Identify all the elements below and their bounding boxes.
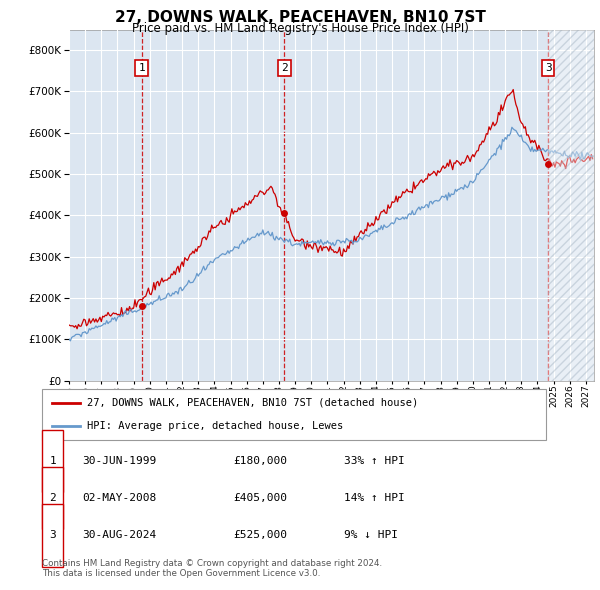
Text: 9% ↓ HPI: 9% ↓ HPI	[344, 530, 398, 540]
Text: £405,000: £405,000	[233, 493, 287, 503]
Text: 3: 3	[545, 63, 551, 73]
Text: £180,000: £180,000	[233, 456, 287, 466]
Text: Price paid vs. HM Land Registry's House Price Index (HPI): Price paid vs. HM Land Registry's House …	[131, 22, 469, 35]
Text: 1: 1	[138, 63, 145, 73]
Text: Contains HM Land Registry data © Crown copyright and database right 2024.
This d: Contains HM Land Registry data © Crown c…	[42, 559, 382, 578]
FancyBboxPatch shape	[42, 430, 63, 492]
Text: 2: 2	[49, 493, 56, 503]
Text: 2: 2	[281, 63, 288, 73]
Text: 14% ↑ HPI: 14% ↑ HPI	[344, 493, 405, 503]
FancyBboxPatch shape	[42, 389, 546, 440]
Text: 1: 1	[49, 456, 56, 466]
FancyBboxPatch shape	[42, 504, 63, 566]
Text: £525,000: £525,000	[233, 530, 287, 540]
Text: 3: 3	[49, 530, 56, 540]
Text: 02-MAY-2008: 02-MAY-2008	[82, 493, 157, 503]
Bar	[548, 30, 594, 381]
Text: 27, DOWNS WALK, PEACEHAVEN, BN10 7ST (detached house): 27, DOWNS WALK, PEACEHAVEN, BN10 7ST (de…	[88, 398, 419, 408]
Text: 27, DOWNS WALK, PEACEHAVEN, BN10 7ST: 27, DOWNS WALK, PEACEHAVEN, BN10 7ST	[115, 10, 485, 25]
FancyBboxPatch shape	[42, 467, 63, 529]
Text: 30-AUG-2024: 30-AUG-2024	[82, 530, 157, 540]
Text: HPI: Average price, detached house, Lewes: HPI: Average price, detached house, Lewe…	[88, 421, 344, 431]
Text: 33% ↑ HPI: 33% ↑ HPI	[344, 456, 405, 466]
Text: 30-JUN-1999: 30-JUN-1999	[82, 456, 157, 466]
